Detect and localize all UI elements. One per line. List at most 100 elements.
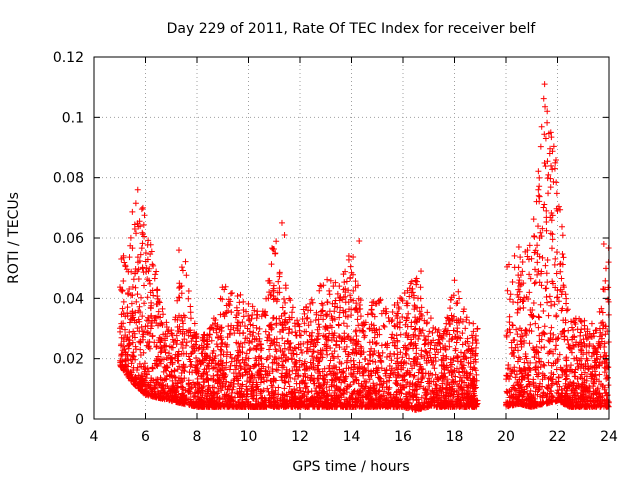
grid-layer [94, 57, 609, 419]
data-point [550, 178, 557, 185]
data-point [519, 268, 526, 275]
data-point [361, 356, 368, 363]
data-point [600, 286, 607, 293]
data-point [314, 362, 321, 369]
data-point [354, 316, 361, 323]
data-point [187, 303, 194, 310]
data-point [284, 393, 291, 400]
data-point [406, 355, 413, 362]
data-point [523, 331, 530, 338]
data-point [561, 333, 568, 340]
data-point [543, 207, 550, 214]
data-point [572, 321, 579, 328]
data-point [532, 320, 539, 327]
data-point [408, 278, 415, 285]
x-tick-label: 4 [90, 429, 99, 445]
data-point [537, 229, 544, 236]
data-point [376, 326, 383, 333]
data-point [599, 309, 606, 316]
data-point [242, 354, 249, 361]
data-point [472, 344, 479, 351]
data-point [552, 156, 559, 163]
data-point [506, 296, 513, 303]
data-point [121, 259, 128, 266]
data-point [429, 387, 436, 394]
data-point [543, 285, 550, 292]
data-point [559, 251, 566, 258]
data-point [137, 346, 144, 353]
data-point [280, 296, 287, 303]
data-point [334, 353, 341, 360]
data-point [555, 335, 562, 342]
data-point [583, 373, 590, 380]
x-tick-label: 8 [193, 429, 202, 445]
data-point [541, 81, 548, 88]
data-point [242, 335, 249, 342]
data-point [281, 309, 288, 316]
data-point [348, 312, 355, 319]
data-point [168, 330, 175, 337]
data-point [345, 253, 352, 260]
data-point [553, 312, 560, 319]
x-tick-label: 24 [600, 429, 618, 445]
y-axis-label: ROTI / TECUs [6, 192, 22, 284]
data-point [188, 361, 195, 368]
data-point [140, 221, 147, 228]
data-point [273, 238, 280, 245]
data-point [532, 388, 539, 395]
data-point [291, 375, 298, 382]
data-point [135, 275, 142, 282]
data-point [278, 219, 285, 226]
data-point [517, 254, 524, 261]
data-point [547, 184, 554, 191]
data-point [507, 291, 514, 298]
y-tick-label: 0.08 [53, 171, 84, 187]
data-point [217, 346, 224, 353]
data-point [540, 95, 547, 102]
data-point [297, 332, 304, 339]
data-point [507, 329, 514, 336]
data-point [524, 390, 531, 397]
data-point [524, 359, 531, 366]
data-point [356, 238, 363, 245]
data-point [129, 208, 136, 215]
data-point [193, 355, 200, 362]
data-point [280, 364, 287, 371]
data-point [553, 342, 560, 349]
data-point [132, 200, 139, 207]
data-point [548, 162, 555, 169]
data-point [243, 350, 250, 357]
data-point [564, 306, 571, 313]
data-point [341, 279, 348, 286]
data-point [548, 324, 555, 331]
data-point [510, 298, 517, 305]
data-point [277, 347, 284, 354]
data-point [340, 320, 347, 327]
data-point [556, 351, 563, 358]
data-point [411, 326, 418, 333]
data-point [350, 370, 357, 377]
data-point [461, 379, 468, 386]
data-point [457, 335, 464, 342]
data-point [364, 311, 371, 318]
data-point [127, 234, 134, 241]
data-point [240, 329, 247, 336]
data-point [541, 201, 548, 208]
data-point [179, 384, 186, 391]
data-point [442, 325, 449, 332]
data-point [438, 356, 445, 363]
data-point [581, 369, 588, 376]
x-tick-label: 20 [497, 429, 515, 445]
data-point [262, 312, 269, 319]
data-point [352, 305, 359, 312]
data-point [530, 216, 537, 223]
data-point [537, 301, 544, 308]
data-point [543, 294, 550, 301]
data-point [230, 370, 237, 377]
data-point [321, 380, 328, 387]
data-point [405, 310, 412, 317]
data-point [188, 338, 195, 345]
data-point [305, 322, 312, 329]
data-point [372, 340, 379, 347]
data-point [544, 299, 551, 306]
